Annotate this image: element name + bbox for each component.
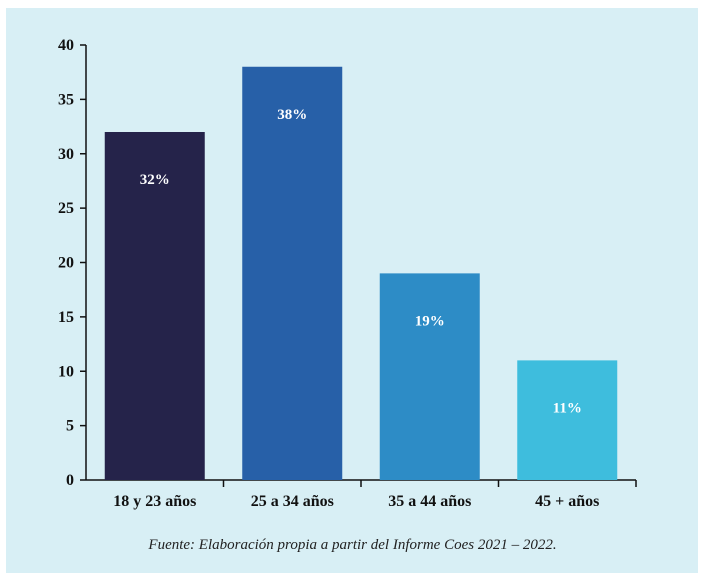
bar-1 xyxy=(104,132,205,480)
y-tick-label: 15 xyxy=(58,309,74,326)
y-tick-label: 0 xyxy=(66,472,74,489)
bar-chart: 0 5 10 15 20 25 30 35 40 32% 18 y 23 años 38% 25 a … xyxy=(58,37,637,510)
y-tick-label: 30 xyxy=(58,146,74,163)
y-tick-label: 35 xyxy=(58,91,74,108)
data-label: 11% xyxy=(553,400,582,416)
y-tick-label: 20 xyxy=(58,255,74,272)
data-label: 32% xyxy=(140,172,170,188)
bar-2 xyxy=(242,66,343,480)
y-tick-label: 5 xyxy=(66,418,74,435)
y-tick-label: 40 xyxy=(58,37,74,54)
data-label: 19% xyxy=(415,313,445,329)
category-label: 18 y 23 años xyxy=(113,493,196,510)
category-label: 35 a 44 años xyxy=(388,493,471,510)
bar-4 xyxy=(517,360,618,480)
category-label: 25 a 34 años xyxy=(251,493,334,510)
y-tick-label: 25 xyxy=(58,200,74,217)
data-label: 38% xyxy=(277,107,307,123)
source-note: Fuente: Elaboración propia a partir del … xyxy=(148,537,557,553)
y-tick-label: 10 xyxy=(58,363,74,380)
category-label: 45 + años xyxy=(535,493,599,510)
bar-3 xyxy=(379,273,480,480)
